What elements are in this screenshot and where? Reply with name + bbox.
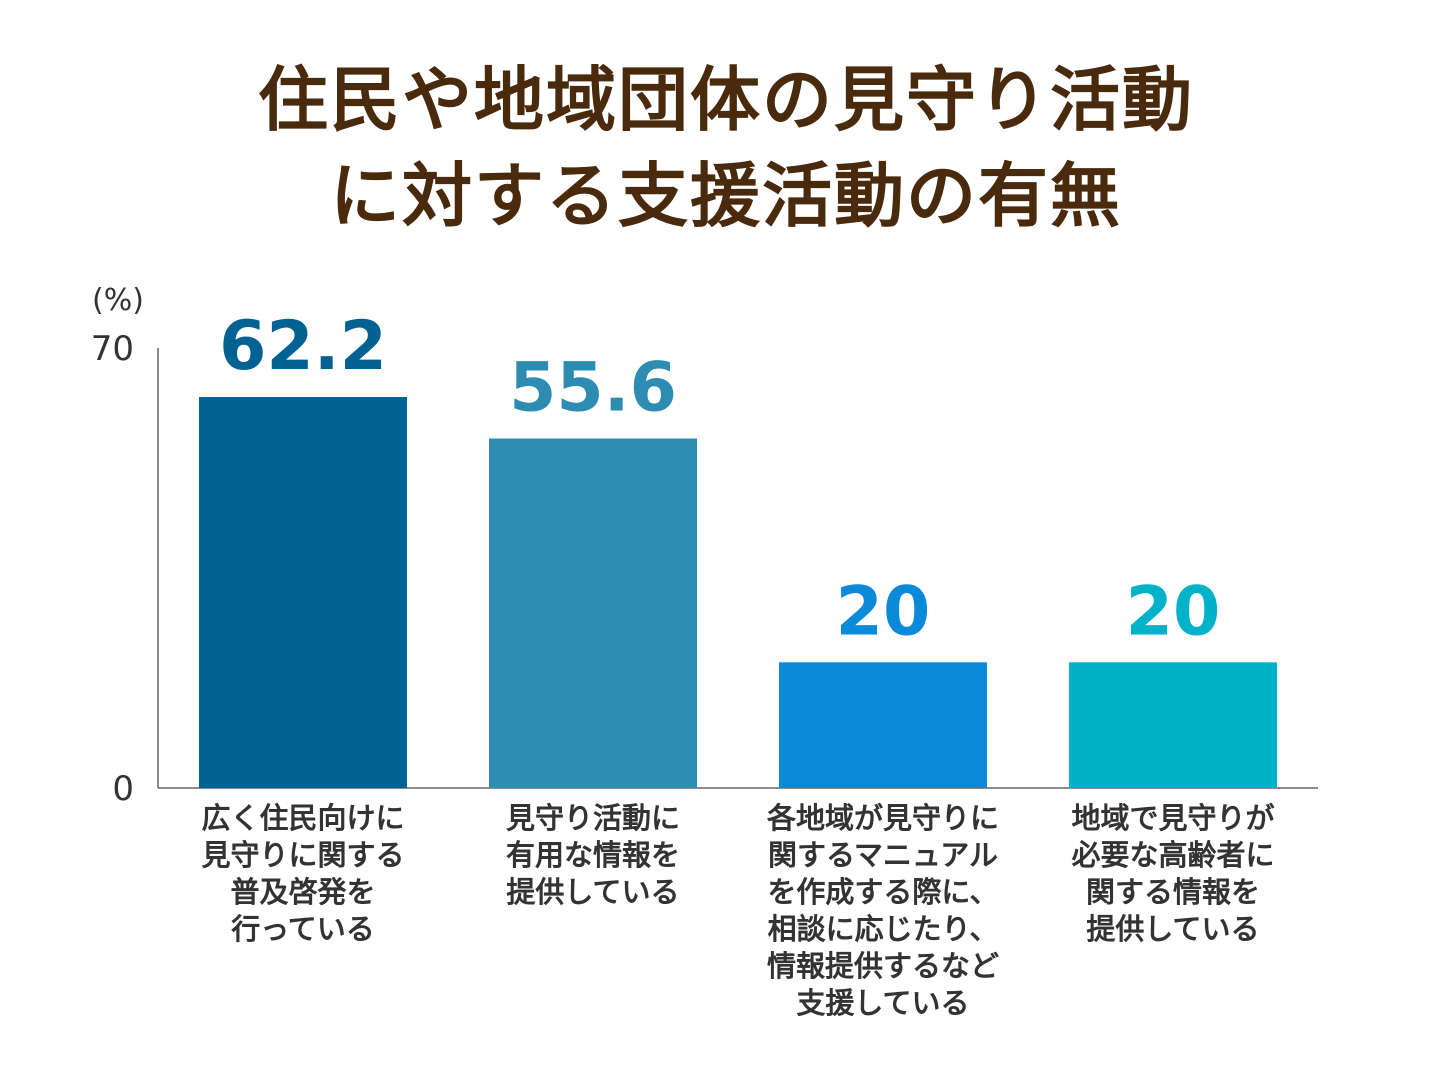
bar (489, 438, 697, 788)
x-category-label-line: 関するマニュアル (768, 838, 998, 872)
x-category-label-line: 関する情報を (1085, 875, 1260, 909)
bar-value-label: 20 (836, 572, 931, 651)
x-category-label-line: 普及啓発を (230, 875, 376, 909)
y-axis-unit: (%) (92, 283, 144, 318)
bar-value-label: 62.2 (219, 307, 387, 386)
x-category-label-line: 各地域が見守りに (766, 801, 999, 835)
x-category-label: 見守り活動に 有用な情報を 提供している (463, 800, 723, 911)
chart-bars (199, 397, 1277, 788)
x-category-label-line: 相談に応じたり、 (767, 912, 999, 946)
x-category-label: 各地域が見守りに 関するマニュアル を作成する際に、 相談に応じたり、 情報提供するなど… (753, 800, 1013, 1022)
x-category-label: 広く住民向けに 見守りに関する 普及啓発を 行っている (173, 800, 433, 948)
x-category-label-line: を作成する際に、 (767, 875, 999, 909)
x-category-label-line: 有用な情報を (505, 838, 680, 872)
x-category-label-line: 行っている (231, 912, 375, 946)
x-category-label-line: 情報提供するなど (766, 949, 999, 983)
y-tick-label: 0 (112, 769, 134, 809)
x-category-label-line: 提供している (1086, 912, 1260, 946)
bar-value-label: 55.6 (509, 349, 677, 428)
x-category-label-line: 必要な高齢者に (1071, 838, 1275, 872)
y-tick-label: 70 (91, 329, 134, 369)
x-category-label-line: 見守りに関する (201, 838, 405, 872)
x-category-label-line: 見守り活動に (505, 801, 680, 835)
x-category-label-line: 地域で見守りが (1071, 801, 1275, 835)
chart-value-labels: 62.2 55.6 20 20 (219, 307, 1220, 651)
bar (1069, 662, 1277, 788)
x-category-label-line: 提供している (506, 875, 680, 909)
chart-title-line-1: 住民や地域団体の見守り活動 (258, 59, 1194, 141)
x-category-label-line: 広く住民向けに (201, 801, 405, 835)
bar (199, 397, 407, 788)
chart-title-line-2: に対する支援活動の有無 (330, 155, 1122, 237)
x-category-label-line: 支援している (796, 986, 970, 1020)
chart-axes: (%) 70 0 (91, 283, 1318, 809)
bar (779, 662, 987, 788)
chart-title: 住民や地域団体の見守り活動 に対する支援活動の有無 (0, 52, 1452, 244)
bar-value-label: 20 (1126, 572, 1221, 651)
x-category-label: 地域で見守りが 必要な高齢者に 関する情報を 提供している (1043, 800, 1303, 948)
